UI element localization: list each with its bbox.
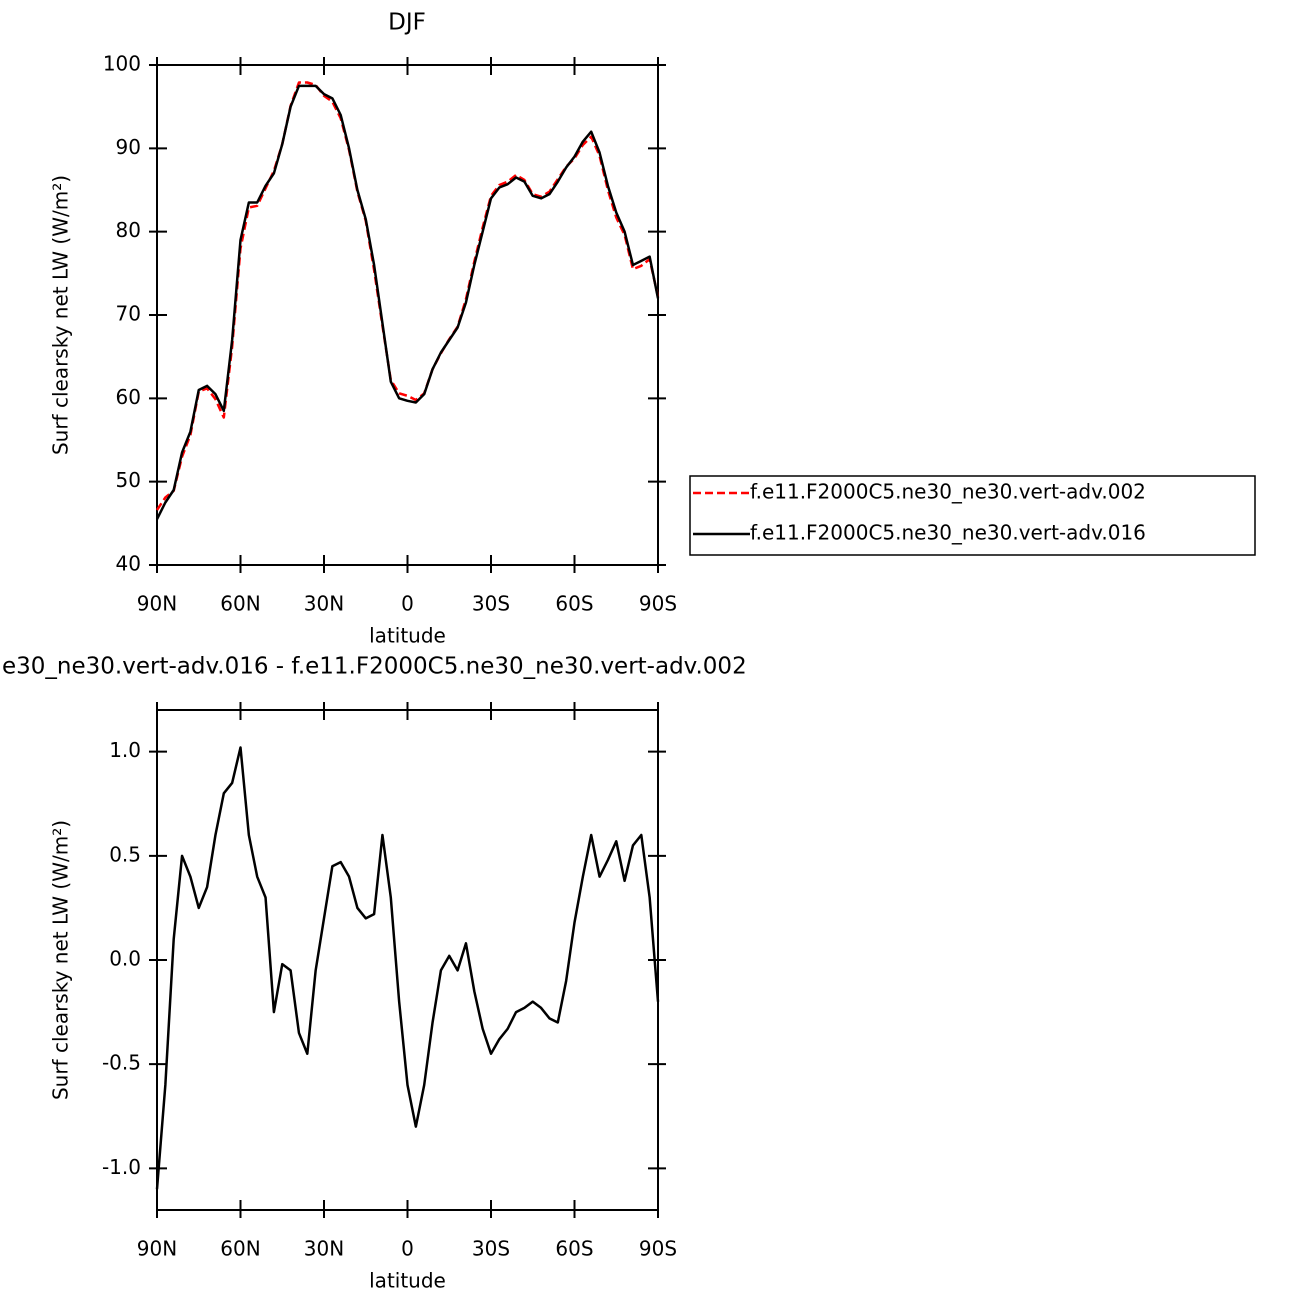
legend-label: f.e11.F2000C5.ne30_ne30.vert-adv.016	[750, 521, 1146, 545]
y-tick-label: 40	[116, 552, 141, 576]
y-tick-label: 50	[116, 468, 141, 492]
y-tick-label: -1.0	[102, 1155, 141, 1179]
x-tick-label: 30N	[304, 592, 344, 616]
x-tick-label: 30N	[304, 1237, 344, 1261]
x-tick-label: 90N	[137, 592, 177, 616]
legend-label: f.e11.F2000C5.ne30_ne30.vert-adv.002	[750, 480, 1146, 504]
x-tick-label: 60S	[555, 592, 593, 616]
y-tick-label: 0.5	[109, 842, 141, 866]
x-tick-label: 90S	[639, 592, 677, 616]
x-tick-label: 30S	[472, 1237, 510, 1261]
x-tick-label: 90N	[137, 1237, 177, 1261]
x-axis-label: latitude	[369, 624, 446, 648]
x-tick-label: 0	[401, 592, 414, 616]
y-tick-label: 70	[116, 302, 141, 326]
y-axis-label: Surf clearsky net LW (W/m²)	[49, 820, 73, 1100]
y-tick-label: 100	[103, 52, 141, 76]
x-axis-label: latitude	[369, 1269, 446, 1293]
x-tick-label: 30S	[472, 592, 510, 616]
y-tick-label: 80	[116, 218, 141, 242]
y-tick-label: 0.0	[109, 947, 141, 971]
y-axis-label: Surf clearsky net LW (W/m²)	[49, 175, 73, 455]
y-tick-label: -0.5	[102, 1051, 141, 1075]
chart-title: DJF	[388, 10, 426, 36]
legend-box	[689, 475, 1256, 556]
y-tick-label: 90	[116, 135, 141, 159]
x-tick-label: 60S	[555, 1237, 593, 1261]
x-tick-label: 60N	[220, 592, 260, 616]
data-line	[155, 746, 660, 1190]
data-line	[155, 84, 660, 520]
data-line	[155, 81, 660, 511]
y-tick-label: 1.0	[109, 738, 141, 762]
plot-frame	[156, 709, 659, 1211]
x-tick-label: 0	[401, 1237, 414, 1261]
plot-frame	[156, 64, 659, 566]
x-tick-label: 60N	[220, 1237, 260, 1261]
x-tick-label: 90S	[639, 1237, 677, 1261]
chart-title: e30_ne30.vert-adv.016 - f.e11.F2000C5.ne…	[2, 654, 747, 680]
y-tick-label: 60	[116, 385, 141, 409]
legend: f.e11.F2000C5.ne30_ne30.vert-adv.002 f.e1…	[689, 475, 1256, 556]
